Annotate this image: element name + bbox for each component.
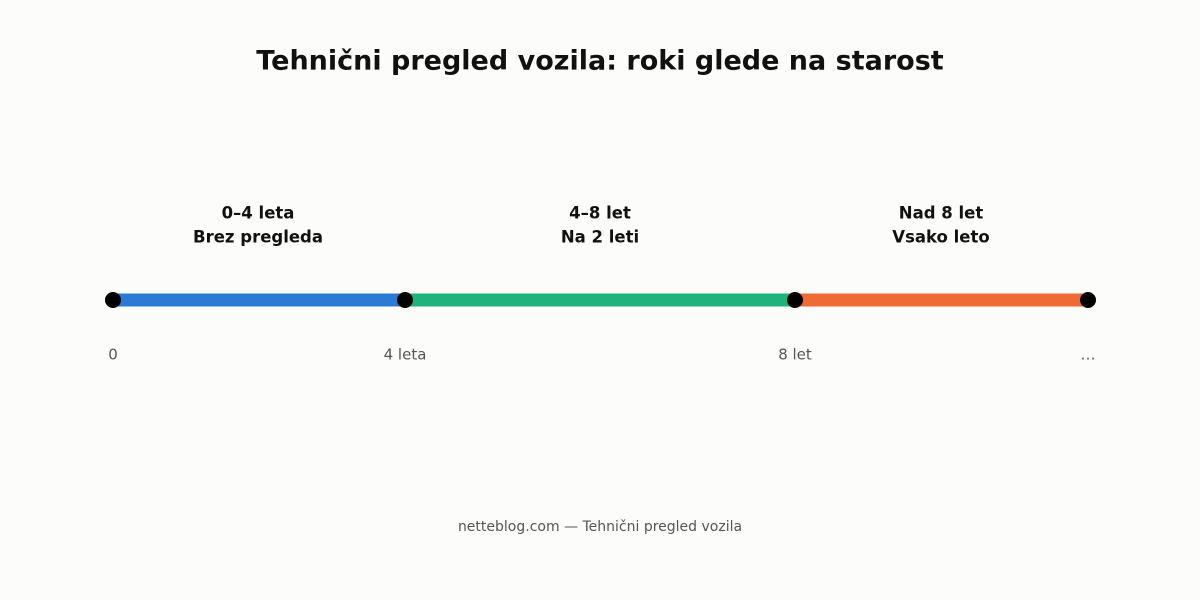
tick-label: 8 let <box>778 346 812 364</box>
milestone-dot <box>105 292 121 308</box>
tick-label: 4 leta <box>384 346 427 364</box>
tick-label: … <box>1081 346 1096 364</box>
tick-label: 0 <box>108 346 118 364</box>
title: Tehnični pregled vozila: roki glede na s… <box>256 46 943 77</box>
segment-range: Nad 8 let <box>899 204 984 223</box>
segment-rule: Vsako leto <box>892 228 989 247</box>
milestone-dot <box>787 292 803 308</box>
footer: netteblog.com — Tehnični pregled vozila <box>458 519 742 535</box>
segment-rule: Brez pregleda <box>193 228 323 247</box>
segment-range: 0–4 leta <box>222 204 295 223</box>
segment-rule: Na 2 leti <box>561 228 639 247</box>
segment-range: 4–8 let <box>569 204 631 223</box>
milestone-dot <box>397 292 413 308</box>
milestone-dot <box>1080 292 1096 308</box>
